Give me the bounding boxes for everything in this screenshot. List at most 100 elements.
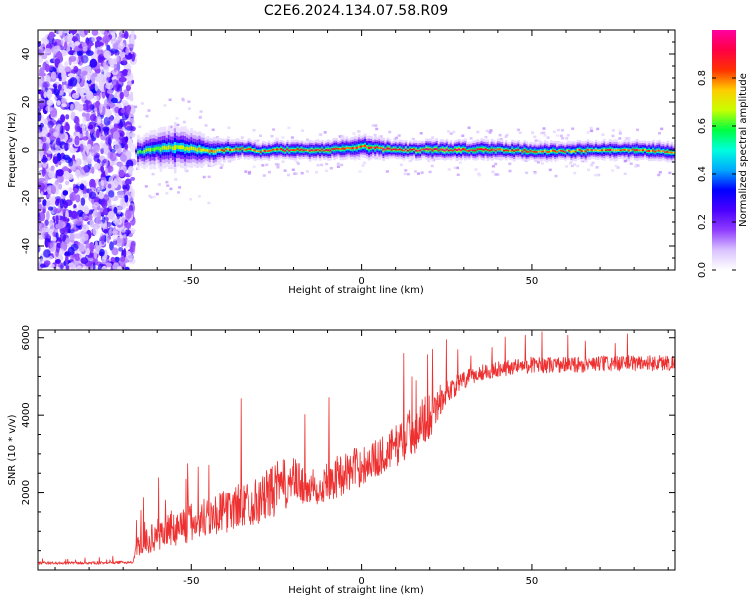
- heatmap-cell: [57, 262, 65, 268]
- heatmap-cell: [128, 43, 135, 48]
- heatmap-cell: [218, 149, 222, 152]
- heatmap-cell: [75, 194, 81, 203]
- heatmap-cell: [123, 30, 129, 40]
- heatmap-cell: [652, 149, 655, 152]
- heatmap-cell: [627, 149, 631, 152]
- heatmap-cell: [103, 158, 107, 164]
- heatmap-cell: [49, 136, 57, 141]
- heatmap-cell: [329, 149, 332, 152]
- heatmap-cell: [187, 107, 191, 110]
- heatmap-cell: [61, 97, 67, 104]
- heatmap-cell: [113, 256, 121, 263]
- heatmap-cell: [378, 146, 381, 149]
- heatmap-cell: [318, 133, 322, 136]
- heatmap-cell: [566, 149, 569, 152]
- heatmap-cell: [113, 130, 120, 140]
- heatmap-cell: [99, 103, 103, 114]
- heatmap-cell: [210, 164, 214, 168]
- heatmap-cell: [403, 172, 407, 176]
- heatmap-cell: [223, 149, 226, 152]
- heatmap-cell: [65, 237, 70, 244]
- heatmap-cell: [48, 65, 53, 71]
- heatmap-cell: [658, 149, 661, 152]
- heatmap-cell: [39, 211, 46, 222]
- heatmap-cell: [596, 127, 600, 131]
- heatmap-cell: [635, 149, 639, 152]
- heatmap-cell: [74, 255, 80, 262]
- heatmap-cell: [636, 128, 639, 132]
- heatmap-cell: [508, 162, 512, 166]
- heatmap-cell: [111, 247, 119, 256]
- heatmap-cell: [58, 248, 65, 255]
- heatmap-cell: [219, 166, 223, 169]
- heatmap-cell: [153, 147, 157, 152]
- heatmap-cell: [177, 191, 180, 194]
- heatmap-cell: [62, 30, 70, 34]
- heatmap-cell: [130, 242, 136, 253]
- heatmap-cell: [194, 147, 198, 151]
- heatmap-cell: [390, 149, 394, 151]
- heatmap-cell: [107, 183, 112, 189]
- heatmap-cell: [103, 194, 109, 203]
- heatmap-cell: [316, 164, 320, 167]
- heatmap-cell: [252, 165, 256, 169]
- heatmap-cell: [93, 249, 98, 260]
- heatmap-cell: [147, 148, 150, 152]
- heatmap-cell: [43, 91, 48, 99]
- heatmap-cell: [67, 229, 75, 234]
- heatmap-cell: [120, 108, 126, 114]
- heatmap-cell: [144, 185, 148, 188]
- heatmap-cell: [145, 148, 148, 152]
- heatmap-cell: [105, 82, 114, 90]
- heatmap-cell: [668, 171, 672, 175]
- heatmap-cell: [207, 201, 211, 205]
- heatmap-cell: [43, 249, 51, 258]
- heatmap-cell: [83, 233, 89, 241]
- heatmap-cell: [392, 148, 396, 151]
- heatmap-cell: [78, 216, 83, 221]
- heatmap-cell: [110, 97, 118, 104]
- heatmap-cell: [85, 100, 93, 110]
- heatmap-cell: [511, 149, 514, 151]
- heatmap-cell: [38, 42, 41, 47]
- heatmap-cell: [235, 147, 238, 150]
- heatmap-cell: [91, 30, 99, 36]
- heatmap-cell: [62, 190, 69, 196]
- heatmap-cell: [410, 158, 414, 161]
- heatmap-cell: [89, 58, 98, 68]
- heatmap-cell: [165, 192, 169, 195]
- heatmap-cell: [627, 137, 631, 140]
- heatmap-cell: [408, 159, 412, 163]
- heatmap-cell: [75, 158, 82, 167]
- heatmap-cell: [70, 210, 78, 219]
- heatmap-cell: [45, 63, 50, 73]
- heatmap-cell: [159, 147, 163, 152]
- heatmap-cell: [631, 148, 635, 151]
- heatmap-cell: [53, 83, 58, 89]
- heatmap-cell: [227, 126, 231, 129]
- heatmap-cell: [500, 148, 504, 151]
- heatmap-cell: [77, 103, 84, 112]
- heatmap-cell: [658, 132, 661, 135]
- heatmap-cell: [252, 129, 256, 132]
- heatmap-cell: [204, 149, 208, 152]
- heatmap-cell: [439, 148, 443, 151]
- heatmap-cell: [88, 214, 93, 221]
- heatmap-cell: [207, 175, 211, 179]
- heatmap-cell: [100, 179, 105, 187]
- heatmap-cell: [320, 163, 324, 167]
- heatmap-cell: [180, 145, 183, 150]
- heatmap-cell: [614, 164, 618, 168]
- heatmap-cell: [80, 197, 86, 206]
- heatmap-cell: [221, 163, 224, 167]
- heatmap-cell: [374, 146, 377, 149]
- heatmap-cell: [308, 149, 312, 152]
- heatmap-cell: [397, 134, 401, 137]
- heatmap-cell: [49, 167, 55, 173]
- heatmap-cell: [130, 34, 135, 44]
- heatmap-cell: [531, 150, 535, 153]
- heatmap-x-axis-label: Height of straight line (km): [288, 285, 424, 296]
- heatmap-cell: [47, 120, 54, 128]
- heatmap-cell: [415, 149, 418, 152]
- heatmap-cell: [79, 183, 85, 191]
